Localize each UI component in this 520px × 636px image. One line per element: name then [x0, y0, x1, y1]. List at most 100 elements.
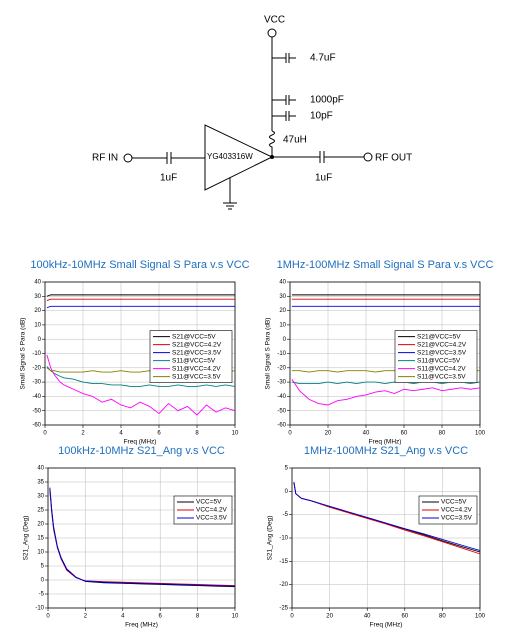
x-tick-label: 6	[159, 614, 163, 620]
x-tick-label: 0	[290, 614, 294, 620]
x-tick-label: 10	[232, 431, 239, 437]
legend-label: S11@VCC=5V	[172, 357, 216, 364]
series-line	[46, 354, 236, 416]
y-tick-label: -10	[35, 606, 44, 612]
y-tick-label: 10	[34, 322, 41, 328]
y-axis-label: Small Signal S Para (dB)	[265, 318, 272, 390]
x-tick-label: 8	[196, 614, 200, 620]
y-tick-label: 40	[279, 280, 286, 286]
cap-label: 1000pF	[310, 95, 344, 106]
y-tick-label: -15	[279, 559, 288, 565]
x-tick-label: 0	[288, 431, 292, 437]
y-axis-label: Small Signal S Para (dB)	[20, 318, 27, 390]
legend-box	[149, 330, 233, 383]
plot-frame	[289, 281, 481, 426]
x-tick-label: 20	[326, 614, 333, 620]
y-tick-label: 30	[34, 294, 41, 300]
legend-label: VCC=5V	[441, 499, 467, 506]
legend-label: S21@VCC=4.2V	[417, 341, 467, 348]
y-tick-label: 0	[285, 489, 289, 495]
series-line	[46, 366, 236, 387]
legend-label: S21@VCC=4.2V	[172, 341, 222, 348]
legend-label: S21@VCC=5V	[417, 333, 461, 340]
plot-frame	[44, 281, 236, 426]
y-tick-label: 40	[37, 466, 44, 472]
y-tick-label: -60	[32, 423, 41, 429]
vcc-label: VCC	[264, 15, 285, 26]
y-tick-label: -10	[279, 536, 288, 542]
legend-label: S11@VCC=5V	[417, 357, 461, 364]
y-axis-label: S21_Ang (Deg)	[23, 516, 30, 561]
y-tick-label: 20	[37, 522, 44, 528]
amp-label: YG403316W	[207, 152, 253, 161]
y-tick-label: -30	[277, 380, 286, 386]
x-axis-label: Freq (MHz)	[369, 439, 402, 446]
y-tick-label: -5	[283, 512, 289, 518]
input-cap	[132, 152, 205, 164]
y-tick-label: 10	[37, 550, 44, 556]
y-tick-label: 35	[37, 480, 44, 486]
y-tick-label: 20	[34, 308, 41, 314]
y-tick-label: 5	[41, 564, 45, 570]
x-tick-label: 60	[401, 431, 408, 437]
x-tick-label: 4	[119, 431, 123, 437]
y-tick-label: -50	[277, 408, 286, 414]
cap-label: 10pF	[310, 111, 333, 122]
y-tick-label: -20	[32, 365, 41, 371]
legend-label: S21@VCC=5V	[172, 333, 216, 340]
y-tick-label: -60	[277, 423, 286, 429]
x-axis-label: Freq (MHz)	[125, 622, 158, 629]
chart: 1MHz-100MHz S21_Ang v.s VCC -25 -20 -15 -10 -…	[267, 445, 486, 629]
capacitor	[272, 53, 296, 63]
y-tick-label: -10	[277, 351, 286, 357]
legend-label: S11@VCC=4.2V	[417, 365, 466, 372]
y-tick-label: -40	[277, 394, 286, 400]
rf-in-label: RF IN	[92, 153, 118, 164]
x-tick-label: 2	[81, 431, 85, 437]
series-line	[49, 488, 236, 587]
y-tick-label: 30	[279, 294, 286, 300]
inductor-label: 47uH	[283, 135, 307, 146]
plot-frame	[291, 467, 481, 609]
legend-label: VCC=3.5V	[441, 515, 473, 522]
chart-title: 1MHz-100MHz S21_Ang v.s VCC	[304, 445, 468, 457]
x-tick-label: 100	[475, 614, 486, 620]
chart: 1MHz-100MHz Small Signal S Para v.s VCC -…	[265, 259, 494, 446]
capacitor	[272, 95, 296, 105]
y-tick-label: -5	[39, 592, 45, 598]
legend-label: S21@VCC=3.5V	[417, 349, 467, 356]
chart: 100kHz-10MHz S21_Ang v.s VCC -10 -5 0 5 10 15 2…	[23, 445, 239, 629]
x-tick-label: 20	[325, 431, 332, 437]
x-tick-label: 100	[475, 431, 486, 437]
legend-box	[394, 330, 478, 383]
y-tick-label: -30	[32, 380, 41, 386]
x-axis-label: Freq (MHz)	[370, 622, 403, 629]
y-tick-label: 20	[279, 308, 286, 314]
vcc-terminal	[267, 28, 277, 38]
plot-frame	[47, 467, 236, 609]
y-tick-label: 0	[38, 337, 42, 343]
cap-label: 4.7uF	[310, 53, 336, 64]
legend-label: S11@VCC=3.5V	[417, 373, 466, 380]
x-tick-label: 80	[439, 614, 446, 620]
y-tick-label: -20	[279, 582, 288, 588]
cap-label: 1uF	[315, 173, 332, 184]
y-tick-label: -20	[277, 365, 286, 371]
series-line	[46, 294, 235, 297]
legend-label: S21@VCC=3.5V	[172, 349, 222, 356]
y-tick-label: 25	[37, 508, 44, 514]
x-tick-label: 8	[195, 431, 199, 437]
x-axis-label: Freq (MHz)	[124, 439, 157, 446]
y-tick-label: 40	[34, 280, 41, 286]
legend-label: VCC=3.5V	[196, 515, 228, 522]
y-tick-label: 0	[41, 578, 45, 584]
series-line	[291, 378, 481, 406]
legend-label: VCC=4.2V	[441, 507, 473, 514]
legend-label: VCC=5V	[196, 499, 222, 506]
legend-label: VCC=4.2V	[196, 507, 228, 514]
chart-title: 1MHz-100MHz Small Signal S Para v.s VCC	[277, 259, 494, 271]
x-tick-label: 2	[84, 614, 88, 620]
rf-out-label: RF OUT	[375, 153, 412, 164]
y-tick-label: -10	[32, 351, 41, 357]
cap-label: 1uF	[160, 173, 177, 184]
